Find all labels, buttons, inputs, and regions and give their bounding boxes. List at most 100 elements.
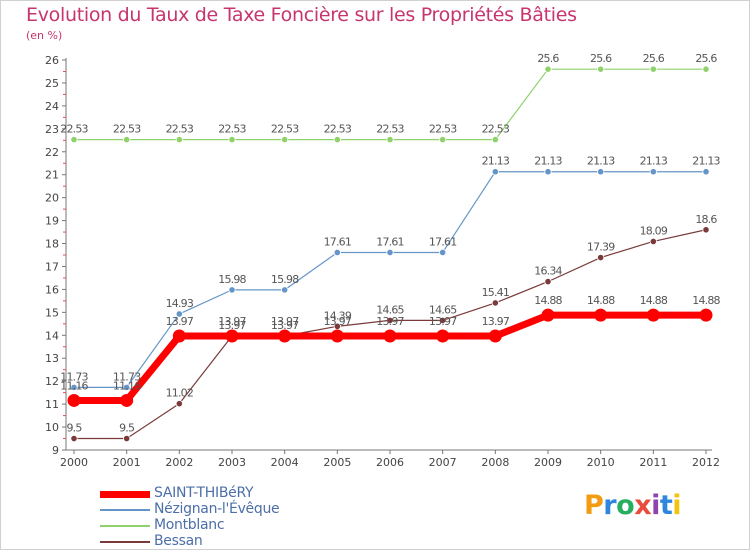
data-point xyxy=(439,136,447,144)
y-tick-label: 19 xyxy=(45,215,59,228)
data-point xyxy=(594,308,608,322)
data-label: 21.13 xyxy=(587,155,615,168)
data-label: 9.5 xyxy=(119,422,135,435)
data-point xyxy=(120,393,134,407)
data-point xyxy=(597,65,605,73)
data-label: 14.88 xyxy=(692,294,720,307)
brand-letter: i xyxy=(672,490,682,521)
y-tick-label: 21 xyxy=(45,169,59,182)
y-tick-label: 18 xyxy=(45,238,59,251)
legend-label-montblanc: Montblanc xyxy=(154,517,225,533)
x-tick-label: 2009 xyxy=(534,456,562,469)
y-tick-label: 17 xyxy=(45,260,59,273)
y-tick-label: 26 xyxy=(45,54,59,67)
data-label: 14.88 xyxy=(640,294,668,307)
data-label: 11.02 xyxy=(166,387,194,400)
series-line-1 xyxy=(74,171,706,388)
data-point xyxy=(491,168,499,176)
data-label: 9.5 xyxy=(66,422,82,435)
legend-swatch-saint-thibery xyxy=(100,491,150,498)
data-point xyxy=(702,168,710,176)
data-label: 17.39 xyxy=(587,241,615,254)
data-label: 11.73 xyxy=(113,370,141,383)
brand-letter: t xyxy=(659,490,673,521)
y-axis-unit: (en %) xyxy=(26,29,63,42)
data-point xyxy=(228,136,236,144)
data-point xyxy=(699,308,713,322)
y-tick-label: 9 xyxy=(52,444,59,457)
y-tick-label: 14 xyxy=(45,329,59,342)
data-point xyxy=(439,316,447,324)
data-point xyxy=(702,65,710,73)
data-point xyxy=(646,308,660,322)
y-tick-label: 24 xyxy=(45,100,59,113)
data-label: 15.98 xyxy=(218,273,246,286)
data-point xyxy=(330,329,344,343)
data-label: 13.97 xyxy=(166,315,194,328)
data-label: 14.93 xyxy=(166,297,194,310)
x-tick-label: 2012 xyxy=(692,456,720,469)
data-label: 22.53 xyxy=(376,123,404,136)
data-point xyxy=(649,237,657,246)
data-point xyxy=(70,383,78,391)
data-label: 22.53 xyxy=(218,123,246,136)
data-point xyxy=(175,136,183,144)
data-point xyxy=(439,248,447,257)
y-tick-label: 23 xyxy=(45,123,59,136)
data-point xyxy=(228,286,236,294)
data-label: 25.6 xyxy=(695,52,717,65)
data-point xyxy=(175,310,183,318)
brand-letter: i xyxy=(651,490,660,521)
data-label: 25.6 xyxy=(643,52,665,65)
data-label: 22.53 xyxy=(429,123,457,136)
x-tick-label: 2004 xyxy=(271,456,299,469)
y-tick-label: 10 xyxy=(45,421,59,434)
x-tick-label: 2005 xyxy=(323,456,351,469)
data-label: 22.53 xyxy=(60,123,88,136)
data-point xyxy=(278,329,292,343)
data-label: 14.88 xyxy=(534,294,562,307)
data-label: 16.34 xyxy=(534,265,562,278)
y-tick-label: 11 xyxy=(45,398,59,411)
data-point xyxy=(281,286,289,294)
data-point xyxy=(491,136,499,144)
data-point xyxy=(544,278,552,286)
legend-label-saint-thibery: SAINT-THIBéRY xyxy=(154,485,254,501)
data-label: 14.65 xyxy=(429,303,457,316)
brand-letter: r xyxy=(603,490,617,521)
x-tick-label: 2011 xyxy=(639,456,667,469)
data-label: 21.13 xyxy=(640,155,668,168)
data-point xyxy=(383,329,397,343)
data-point xyxy=(225,329,239,343)
x-tick-label: 2007 xyxy=(429,456,457,469)
data-label: 13.97 xyxy=(324,315,352,328)
data-point xyxy=(333,248,341,257)
data-point xyxy=(649,65,657,73)
data-point xyxy=(544,168,552,176)
data-label: 22.53 xyxy=(324,123,352,136)
data-label: 17.61 xyxy=(429,235,457,248)
data-point xyxy=(123,383,131,391)
data-label: 11.16 xyxy=(60,379,88,392)
data-point xyxy=(172,329,186,343)
data-point xyxy=(386,248,394,257)
data-label: 25.6 xyxy=(590,52,612,65)
data-point xyxy=(597,168,605,176)
data-point xyxy=(333,136,341,144)
x-tick-label: 2006 xyxy=(376,456,404,469)
data-label: 11.73 xyxy=(60,370,88,383)
y-tick-label: 20 xyxy=(45,192,59,205)
legend-label-nezignan: Nézignan-l'Évêque xyxy=(154,501,280,517)
y-tick-label: 25 xyxy=(45,77,59,90)
x-tick-label: 2003 xyxy=(218,456,246,469)
data-point xyxy=(544,65,552,73)
x-tick-label: 2000 xyxy=(60,456,88,469)
data-point xyxy=(123,434,131,443)
data-point xyxy=(541,308,555,322)
data-label: 17.61 xyxy=(324,235,352,248)
x-tick-label: 2002 xyxy=(165,456,193,469)
data-label: 21.13 xyxy=(482,155,510,168)
data-point xyxy=(70,434,78,443)
data-label: 17.61 xyxy=(376,235,404,248)
